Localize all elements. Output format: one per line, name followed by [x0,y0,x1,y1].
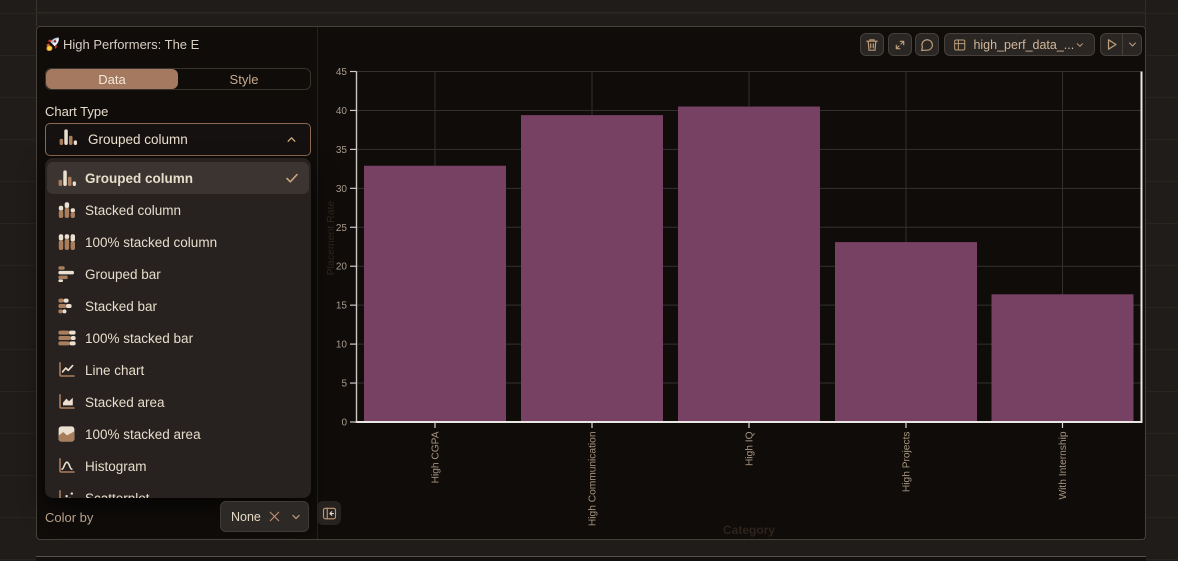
svg-text:10: 10 [336,340,348,351]
svg-text:High Communication: High Communication [588,432,599,527]
svg-text:15: 15 [336,301,348,312]
svg-text:30: 30 [336,184,348,195]
svg-text:45: 45 [336,67,348,78]
svg-text:40: 40 [336,106,348,117]
svg-text:High IQ: High IQ [745,431,756,466]
svg-text:High CGPA: High CGPA [431,431,442,483]
svg-text:5: 5 [341,379,347,390]
svg-text:25: 25 [336,223,348,234]
svg-text:Category: Category [723,523,775,537]
svg-text:With Internship: With Internship [1058,431,1069,499]
svg-text:20: 20 [336,262,348,273]
svg-text:35: 35 [336,145,348,156]
svg-text:Placement Rate: Placement Rate [325,200,337,275]
svg-text:0: 0 [341,418,347,429]
svg-text:High Projects: High Projects [902,432,913,493]
